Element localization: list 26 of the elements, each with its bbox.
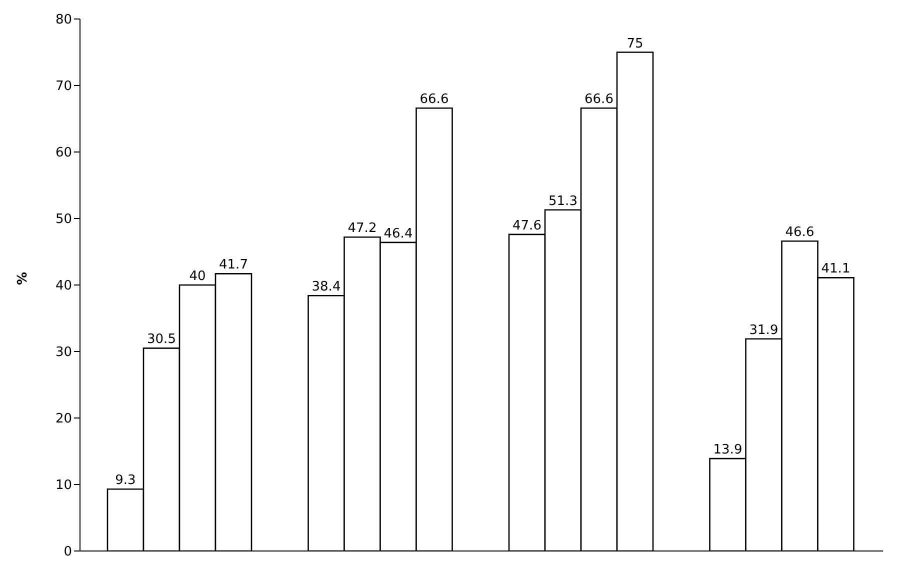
y-tick-label: 0 — [64, 544, 72, 560]
data-label: 47.2 — [348, 221, 377, 236]
data-label: 38.4 — [312, 280, 341, 295]
y-axis-title: % — [16, 272, 31, 285]
data-label: 13.9 — [713, 442, 742, 458]
data-label: 51.3 — [548, 194, 578, 209]
y-tick-label: 80 — [55, 12, 72, 28]
y-tick-label: 20 — [55, 412, 72, 427]
data-label: 41.7 — [219, 258, 248, 273]
y-tick-label: 30 — [55, 345, 72, 360]
data-label: 9.3 — [115, 473, 136, 488]
y-tick-label: 40 — [55, 278, 72, 294]
data-label: 41.1 — [821, 262, 850, 277]
data-label: 31.9 — [749, 322, 778, 338]
y-tick-label: 60 — [55, 146, 72, 161]
data-label: 47.6 — [512, 218, 542, 234]
y-tick-label: 10 — [55, 478, 72, 494]
data-label: 46.4 — [384, 226, 413, 242]
data-label: 66.6 — [420, 92, 449, 108]
data-label: 30.5 — [147, 332, 176, 348]
data-label: 40 — [189, 269, 206, 284]
y-tick-label: 70 — [55, 79, 72, 94]
data-label: 75 — [626, 36, 644, 52]
y-tick-label: 50 — [55, 212, 72, 228]
data-label: 66.6 — [584, 92, 614, 108]
data-label: 46.6 — [785, 225, 814, 240]
